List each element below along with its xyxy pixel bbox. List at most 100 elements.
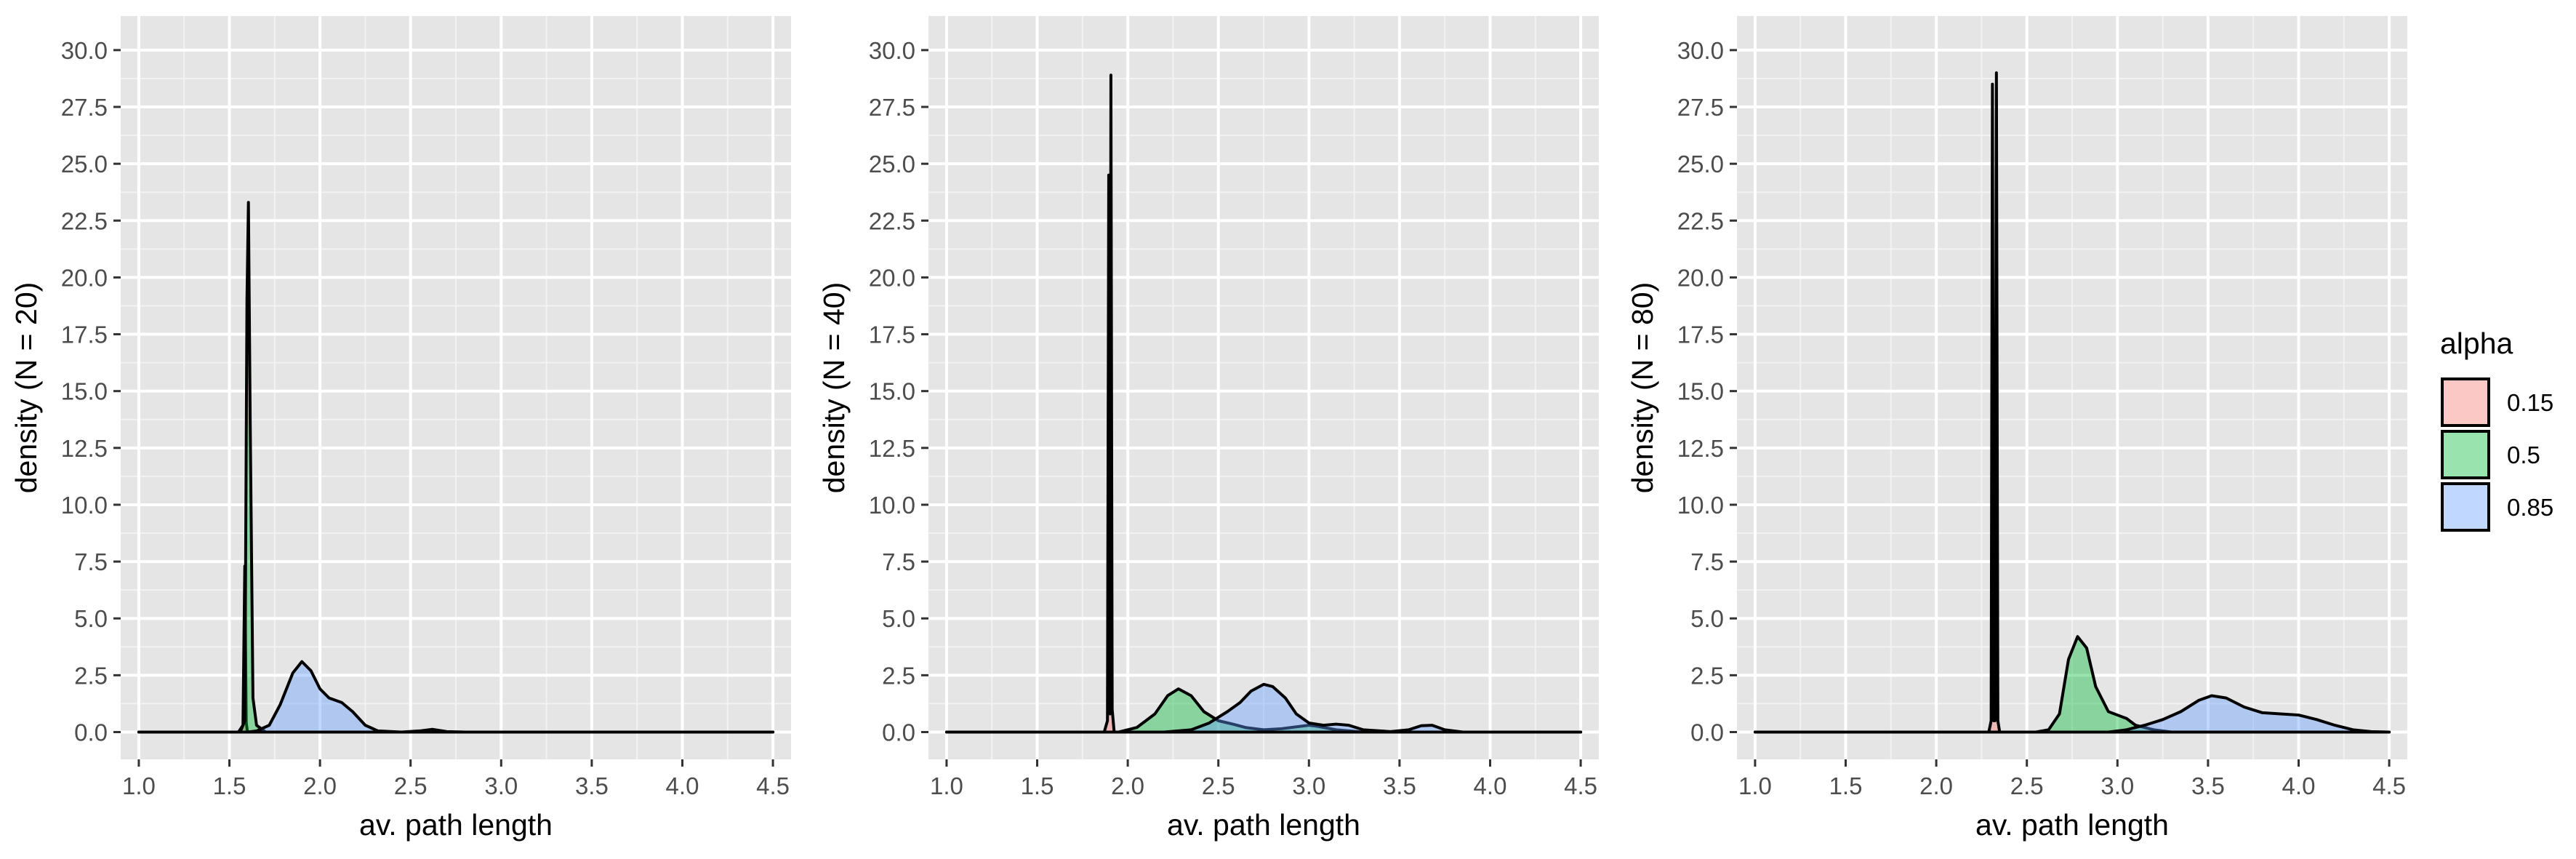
x-tick-label: 1.5 bbox=[213, 772, 246, 799]
x-tick-label: 4.5 bbox=[2372, 772, 2406, 799]
x-tick-label: 2.5 bbox=[394, 772, 428, 799]
y-tick-label: 25.0 bbox=[869, 151, 915, 177]
legend-label: 0.85 bbox=[2507, 494, 2553, 521]
y-tick-label: 20.0 bbox=[61, 264, 108, 291]
x-tick-label: 1.0 bbox=[1738, 772, 1772, 799]
y-tick-label: 2.5 bbox=[882, 662, 915, 689]
y-tick-label: 25.0 bbox=[61, 151, 108, 177]
y-tick-label: 10.0 bbox=[61, 492, 108, 519]
panel-1: 1.0 1.5 2.0 2.5 3.0 3.5 4.0 4.5 0.0 2.5 5.0 7.5 10.0… bbox=[9, 16, 791, 842]
legend-key-background bbox=[2440, 429, 2491, 480]
y-tick-label: 0.0 bbox=[74, 719, 108, 746]
y-tick-label: 7.5 bbox=[1690, 548, 1724, 575]
x-tick-label: 4.5 bbox=[1564, 772, 1597, 799]
x-axis: 1.0 1.5 2.0 2.5 3.0 3.5 4.0 4.5 bbox=[122, 759, 790, 799]
legend-item: 0.15 bbox=[2440, 377, 2553, 428]
legend-swatch bbox=[2441, 377, 2490, 427]
x-tick-label: 2.0 bbox=[1111, 772, 1144, 799]
x-tick-label: 3.0 bbox=[2100, 772, 2134, 799]
x-tick-label: 4.0 bbox=[1474, 772, 1507, 799]
density-area-alpha-0_85 bbox=[1753, 694, 2391, 734]
x-tick-label: 3.0 bbox=[1292, 772, 1325, 799]
y-axis: 0.0 2.5 5.0 7.5 10.0 12.5 15.0 17.5 20.0 22.5 25.0… bbox=[1677, 37, 1737, 746]
y-tick-label: 15.0 bbox=[61, 378, 108, 405]
y-tick-label: 20.0 bbox=[869, 264, 915, 291]
y-tick-label: 12.5 bbox=[1677, 435, 1724, 462]
legend-swatch bbox=[2441, 482, 2490, 532]
x-tick-label: 3.0 bbox=[484, 772, 518, 799]
y-tick-label: 5.0 bbox=[74, 605, 108, 632]
y-tick-label: 22.5 bbox=[61, 207, 108, 234]
legend-key-background bbox=[2440, 482, 2491, 532]
y-tick-label: 22.5 bbox=[1677, 207, 1724, 234]
y-tick-label: 27.5 bbox=[61, 94, 108, 121]
panel-2: 1.0 1.5 2.0 2.5 3.0 3.5 4.0 4.5 0.0 2.5 5.0 7.5 10.0… bbox=[817, 16, 1599, 842]
legend-label: 0.5 bbox=[2507, 442, 2540, 468]
major-grid bbox=[1737, 16, 2407, 759]
y-tick-label: 20.0 bbox=[1677, 264, 1724, 291]
y-axis-title: density (N = 80) bbox=[1626, 282, 1659, 494]
x-tick-label: 2.5 bbox=[1202, 772, 1235, 799]
y-tick-label: 15.0 bbox=[869, 378, 915, 405]
y-tick-label: 0.0 bbox=[882, 719, 915, 746]
y-axis: 0.0 2.5 5.0 7.5 10.0 12.5 15.0 17.5 20.0 22.5 25.0… bbox=[61, 37, 121, 746]
y-tick-label: 2.5 bbox=[1690, 662, 1724, 689]
y-tick-label: 30.0 bbox=[869, 37, 915, 64]
y-tick-label: 25.0 bbox=[1677, 151, 1724, 177]
x-tick-label: 1.5 bbox=[1021, 772, 1054, 799]
x-tick-label: 3.5 bbox=[575, 772, 609, 799]
y-tick-label: 2.5 bbox=[74, 662, 108, 689]
minor-grid bbox=[121, 16, 791, 759]
y-tick-label: 7.5 bbox=[882, 548, 915, 575]
x-tick-label: 1.0 bbox=[930, 772, 963, 799]
x-tick-label: 3.5 bbox=[2191, 772, 2225, 799]
x-axis: 1.0 1.5 2.0 2.5 3.0 3.5 4.0 4.5 bbox=[1738, 759, 2406, 799]
legend-item: 0.5 bbox=[2440, 429, 2540, 480]
legend-key-background bbox=[2440, 377, 2491, 428]
x-tick-label: 3.5 bbox=[1383, 772, 1416, 799]
y-tick-label: 10.0 bbox=[1677, 492, 1724, 519]
x-tick-label: 1.5 bbox=[1829, 772, 1863, 799]
x-tick-label: 2.0 bbox=[1919, 772, 1953, 799]
legend-title: alpha bbox=[2440, 327, 2513, 360]
panel-3: 1.0 1.5 2.0 2.5 3.0 3.5 4.0 4.5 0.0 2.5 5.0 7.5 10.0… bbox=[1626, 16, 2407, 842]
y-tick-label: 27.5 bbox=[869, 94, 915, 121]
density-area-alpha-0_85 bbox=[137, 660, 775, 734]
y-tick-label: 22.5 bbox=[869, 207, 915, 234]
minor-grid bbox=[928, 16, 1599, 759]
y-tick-label: 5.0 bbox=[882, 605, 915, 632]
legend-item: 0.85 bbox=[2440, 482, 2553, 532]
y-tick-label: 12.5 bbox=[869, 435, 915, 462]
minor-grid bbox=[1737, 16, 2407, 759]
x-tick-label: 4.0 bbox=[2282, 772, 2316, 799]
y-tick-label: 17.5 bbox=[61, 321, 108, 348]
x-tick-label: 2.0 bbox=[303, 772, 337, 799]
y-tick-label: 30.0 bbox=[61, 37, 108, 64]
y-tick-label: 30.0 bbox=[1677, 37, 1724, 64]
y-axis-title: density (N = 40) bbox=[817, 282, 851, 494]
x-axis-title: av. path length bbox=[1975, 808, 2169, 842]
x-tick-label: 4.0 bbox=[666, 772, 699, 799]
y-axis-title: density (N = 20) bbox=[9, 282, 43, 494]
y-tick-label: 12.5 bbox=[61, 435, 108, 462]
x-axis-title: av. path length bbox=[1167, 808, 1360, 842]
x-tick-label: 2.5 bbox=[2010, 772, 2044, 799]
y-tick-label: 17.5 bbox=[869, 321, 915, 348]
y-tick-label: 0.0 bbox=[1690, 719, 1724, 746]
y-tick-label: 27.5 bbox=[1677, 94, 1724, 121]
x-axis-title: av. path length bbox=[359, 808, 553, 842]
y-tick-label: 17.5 bbox=[1677, 321, 1724, 348]
chart-panels: 1.0 1.5 2.0 2.5 3.0 3.5 4.0 4.5 0.0 2.5 5.0 7.5 10.0… bbox=[9, 16, 2407, 842]
y-tick-label: 5.0 bbox=[1690, 605, 1724, 632]
x-tick-label: 1.0 bbox=[122, 772, 156, 799]
y-tick-label: 10.0 bbox=[869, 492, 915, 519]
density-area-alpha-0_85 bbox=[944, 682, 1583, 734]
legend-swatch bbox=[2441, 430, 2490, 479]
legend-label: 0.15 bbox=[2507, 389, 2553, 416]
legend: alpha 0.15 0.5 0.85 bbox=[2440, 327, 2553, 532]
y-tick-label: 7.5 bbox=[74, 548, 108, 575]
density-area-alpha-0_5 bbox=[944, 687, 1583, 734]
x-tick-label: 4.5 bbox=[756, 772, 790, 799]
y-tick-label: 15.0 bbox=[1677, 378, 1724, 405]
